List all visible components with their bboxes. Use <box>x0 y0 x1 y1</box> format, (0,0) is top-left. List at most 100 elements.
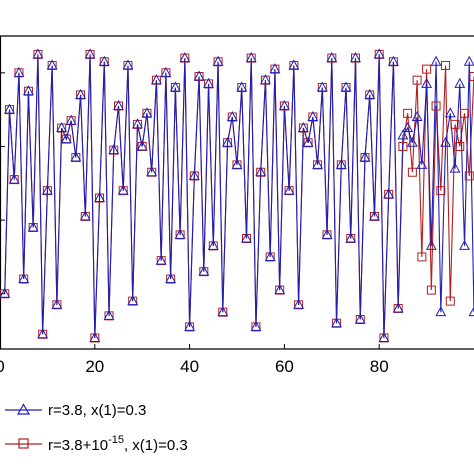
series-0-point-82 <box>387 55 399 66</box>
series-0-point-94 <box>444 107 456 118</box>
legend: r=3.8, x(1)=0.3 r=3.8+10-15, x(1)=0.3 <box>5 402 188 454</box>
series-0-point-30 <box>141 107 153 118</box>
series-0-point-54 <box>255 166 267 177</box>
series-0-point-66 <box>312 158 324 169</box>
series-0-point-86 <box>406 136 418 147</box>
series-0-point-93 <box>440 136 451 147</box>
series-0-point-41 <box>193 70 205 81</box>
series-0-point-38 <box>179 52 191 63</box>
series-0-point-12 <box>56 122 68 133</box>
series-0-point-46 <box>217 306 229 317</box>
series-0-point-89 <box>421 77 433 88</box>
series-0-point-44 <box>207 239 219 250</box>
series-1-point-84 <box>398 141 408 151</box>
series-0-point-35 <box>165 272 177 284</box>
series-0-point-43 <box>203 77 214 88</box>
series-0-point-73 <box>345 232 357 243</box>
series-0-point-72 <box>340 81 352 92</box>
series-0-point-13 <box>60 133 72 144</box>
legend-label-1-base: r=3.8+10 <box>48 437 108 454</box>
series-0-point-83 <box>392 302 404 313</box>
series-0-point-92 <box>435 306 447 317</box>
series-0-point-85 <box>402 122 414 133</box>
series-0-point-16 <box>75 88 87 99</box>
legend-label-1: r=3.8+10-15, x(1)=0.3 <box>48 434 188 454</box>
series-0-point-24 <box>113 99 124 110</box>
series-0-point-23 <box>108 144 120 155</box>
series-0-point-80 <box>378 331 390 342</box>
series-1-point-90 <box>426 285 436 295</box>
series-0-point-52 <box>245 52 257 63</box>
series-0-point-47 <box>222 136 233 147</box>
series-0-point-22 <box>103 309 115 320</box>
series-0-point-91 <box>430 55 442 66</box>
series-0-point-61 <box>288 59 300 70</box>
legend-marker-0 <box>16 403 31 415</box>
series-0-point-68 <box>321 228 333 239</box>
series-0-point-49 <box>231 158 243 169</box>
series-0-point-1 <box>4 103 15 114</box>
series-0-point-0 <box>0 287 11 298</box>
series-1-point-94 <box>445 296 455 306</box>
series-0-point-58 <box>274 284 286 295</box>
series-1-point-97 <box>460 108 470 118</box>
x-tick-label-0: 0 <box>0 357 5 376</box>
series-0-point-27 <box>127 295 139 306</box>
series-1-point-98 <box>464 171 474 181</box>
series-0-point-56 <box>264 250 276 261</box>
series-0-point-90 <box>425 239 437 250</box>
series-0-point-95 <box>449 162 461 173</box>
series-0-point-45 <box>212 55 224 66</box>
series-1-point-92 <box>436 186 446 196</box>
series-0-point-32 <box>150 74 162 85</box>
series-0-point-19 <box>89 331 101 342</box>
series-0-point-48 <box>226 110 238 122</box>
series-1-point-93 <box>441 60 451 70</box>
series-0-point-31 <box>146 166 158 177</box>
series-0-point-5 <box>23 85 34 96</box>
series-0-point-4 <box>18 272 30 284</box>
series-0-point-39 <box>184 320 196 331</box>
series-1-point-85 <box>403 108 413 118</box>
series-0-point-20 <box>94 191 105 203</box>
series-0-point-55 <box>260 74 271 85</box>
series-0-point-3 <box>13 66 25 77</box>
series-0-point-2 <box>8 173 20 184</box>
series-0-point-50 <box>236 81 248 92</box>
series-0-point-81 <box>383 188 395 199</box>
series-0-point-67 <box>316 81 328 92</box>
series-0-point-7 <box>32 48 44 59</box>
series-0-point-9 <box>41 184 53 195</box>
series-0-point-34 <box>160 66 172 77</box>
x-tick-label-1: 20 <box>85 357 104 376</box>
series-1-point-99 <box>469 72 474 82</box>
series-0-point-64 <box>302 136 314 147</box>
axes <box>0 35 474 350</box>
series-0-point-28 <box>132 118 143 129</box>
series-0-point-59 <box>278 99 290 110</box>
series-layer <box>0 48 474 343</box>
series-0-point-25 <box>117 184 129 195</box>
series-0-point-75 <box>354 313 366 324</box>
series-0-point-51 <box>241 232 252 243</box>
tick-labels: 0 20 40 60 80 <box>0 357 389 376</box>
series-0-point-33 <box>155 254 167 265</box>
series-1-point-91 <box>431 101 441 111</box>
series-0-point-77 <box>364 88 376 99</box>
series-1-point-96 <box>455 141 465 151</box>
series-0-point-84 <box>397 129 409 140</box>
series-0-point-15 <box>70 151 82 162</box>
series-0-point-42 <box>198 265 210 276</box>
series-0-point-97 <box>459 239 470 250</box>
series-1-point-88 <box>417 252 427 262</box>
series-0-point-10 <box>46 59 58 70</box>
legend-label-1-exponent: -15 <box>108 434 124 446</box>
series-0-point-18 <box>84 48 96 59</box>
series-0-point-87 <box>411 110 423 122</box>
series-0-line <box>4 54 474 338</box>
x-tick-label-4: 80 <box>370 357 389 376</box>
series-0-point-69 <box>326 52 338 63</box>
series-0-point-65 <box>307 110 319 122</box>
